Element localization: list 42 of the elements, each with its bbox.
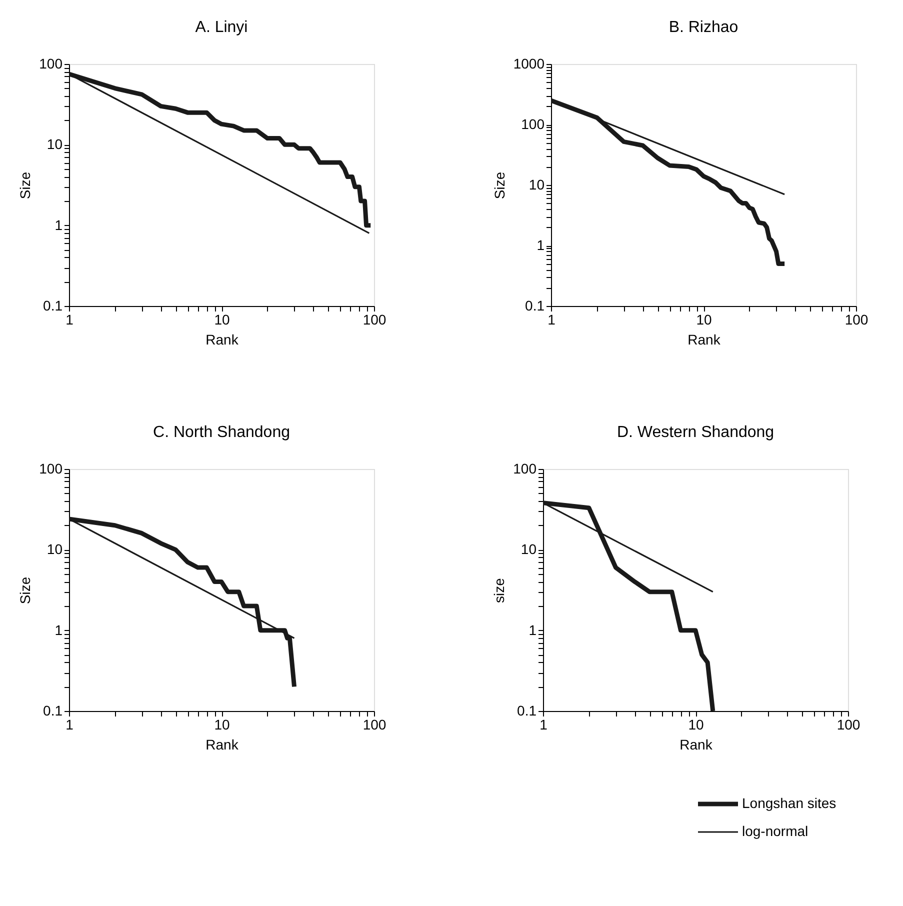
x-tick-label: 10 xyxy=(696,312,712,328)
y-tick-label: 1 xyxy=(536,237,545,253)
y-axis-title: size xyxy=(491,578,508,603)
x-tick-label: 10 xyxy=(688,716,704,732)
x-tick-label: 100 xyxy=(362,716,386,732)
y-tick-label: 100 xyxy=(39,56,63,72)
y-tick-label: 1 xyxy=(528,622,537,638)
y-tick-label: 0.1 xyxy=(43,298,63,314)
legend-label: Longshan sites xyxy=(742,795,836,811)
x-tick-label: 100 xyxy=(836,716,860,732)
chart-title: C. North Shandong xyxy=(153,424,290,441)
x-tick-label: 100 xyxy=(362,312,386,328)
x-axis-title: Rank xyxy=(688,332,722,348)
x-tick-label: 1 xyxy=(548,312,556,328)
y-tick-label: 10 xyxy=(520,541,537,558)
x-axis-title: Rank xyxy=(206,332,240,348)
y-tick-label: 1000 xyxy=(513,56,545,72)
x-tick-label: 10 xyxy=(214,312,230,328)
y-tick-label: 100 xyxy=(521,116,545,132)
y-tick-label: 1 xyxy=(54,216,63,233)
y-axis-title: Size xyxy=(491,172,508,200)
y-tick-label: 10 xyxy=(528,176,545,192)
chart-title: B. Rizhao xyxy=(668,19,738,36)
y-tick-label: 100 xyxy=(39,460,63,476)
x-tick-label: 100 xyxy=(844,312,868,328)
x-axis-title: Rank xyxy=(680,736,714,752)
legend-label: log-normal xyxy=(742,823,808,839)
y-axis-title: Size xyxy=(17,172,34,200)
y-tick-label: 100 xyxy=(513,460,537,476)
y-axis-title: Size xyxy=(17,576,34,604)
y-tick-label: 0.1 xyxy=(517,702,537,718)
y-tick-label: 10 xyxy=(46,541,63,558)
y-tick-label: 1 xyxy=(54,622,63,638)
chart-title: D. Western Shandong xyxy=(616,424,774,441)
y-tick-label: 0.1 xyxy=(43,702,63,718)
chart-title: A. Linyi xyxy=(195,19,248,36)
x-tick-label: 1 xyxy=(66,716,74,732)
x-tick-label: 10 xyxy=(214,716,230,732)
x-tick-label: 1 xyxy=(66,312,74,328)
y-tick-label: 0.1 xyxy=(525,298,545,314)
x-axis-title: Rank xyxy=(206,736,240,752)
y-tick-label: 10 xyxy=(46,136,63,152)
